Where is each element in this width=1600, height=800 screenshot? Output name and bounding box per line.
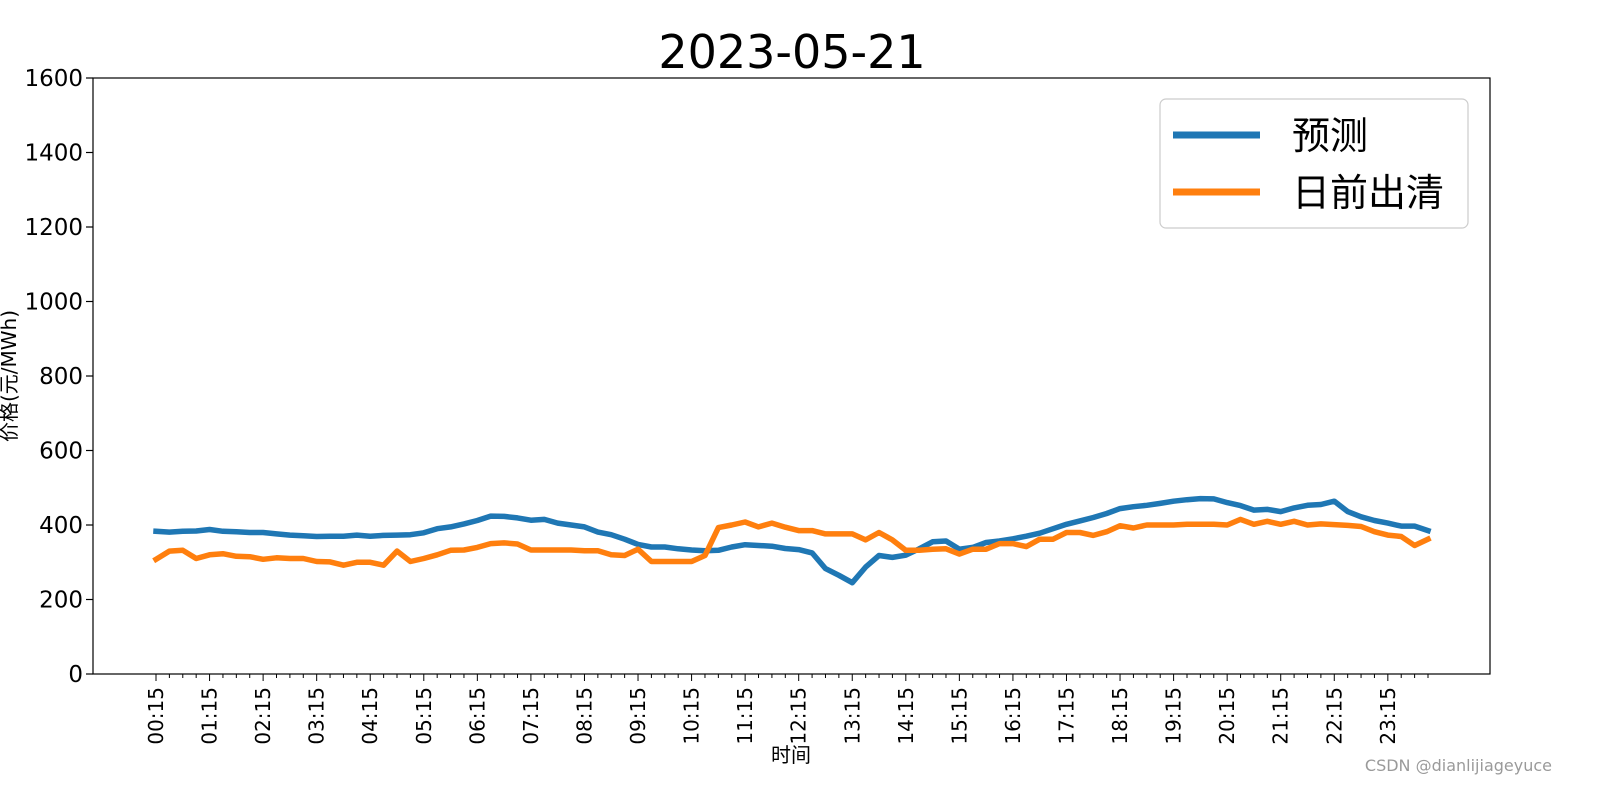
x-tick-label: 20:15 [1215,687,1239,745]
x-axis-label: 时间 [771,743,811,767]
chart-title: 2023-05-21 [658,25,925,79]
x-tick-label: 02:15 [251,687,275,745]
x-tick-label: 14:15 [894,687,918,745]
x-tick-label: 22:15 [1322,687,1346,745]
x-tick-label: 10:15 [680,687,704,745]
series-line-forecast [153,495,1432,586]
x-tick-label: 17:15 [1054,687,1078,745]
watermark: CSDN @dianlijiageyuce [1365,756,1552,775]
legend-label-forecast: 预测 [1292,114,1368,158]
x-axis: 00:15 01:15 02:15 03:15 04:15 05:15 06:15 07:15… [144,674,1429,745]
x-tick-label: 13:15 [840,687,864,745]
x-tick-label: 05:15 [412,687,436,745]
y-tick-label: 1000 [24,290,83,316]
y-tick-label: 600 [39,439,83,465]
y-axis-label: 价格(元/MWh) [0,310,21,442]
y-tick-label: 0 [68,662,83,688]
y-tick-label: 200 [39,588,83,614]
x-tick-label: 15:15 [947,687,971,745]
legend-label-dayahead: 日前出清 [1292,171,1444,215]
legend-box [1159,98,1469,229]
series-line-dayahead [152,516,1432,568]
x-tick-label: 16:15 [1001,687,1025,745]
y-tick-label: 800 [39,364,83,390]
x-tick-label: 19:15 [1162,687,1186,745]
x-tick-label: 04:15 [358,687,382,745]
y-tick-label: 1200 [24,215,83,241]
x-tick-label: 21:15 [1269,687,1293,745]
x-tick-label: 06:15 [465,687,489,745]
x-tick-label: 12:15 [787,687,811,745]
y-tick-label: 1600 [24,66,83,92]
x-tick-label: 11:15 [733,687,757,745]
y-tick-label: 1400 [24,141,83,167]
y-axis: 0 200 400 600 800 1000 1200 1400 1600 [24,66,93,688]
x-tick-label: 01:15 [198,687,222,745]
x-tick-label: 00:15 [144,687,168,745]
legend: 预测 日前出清 [1159,98,1469,229]
x-tick-label: 18:15 [1108,687,1132,745]
x-tick-label: 07:15 [519,687,543,745]
y-tick-label: 400 [39,513,83,539]
series-lines [152,495,1432,586]
x-tick-label: 03:15 [305,687,329,745]
x-tick-label: 08:15 [572,687,596,745]
x-tick-label: 23:15 [1376,687,1400,745]
x-tick-label: 09:15 [626,687,650,745]
